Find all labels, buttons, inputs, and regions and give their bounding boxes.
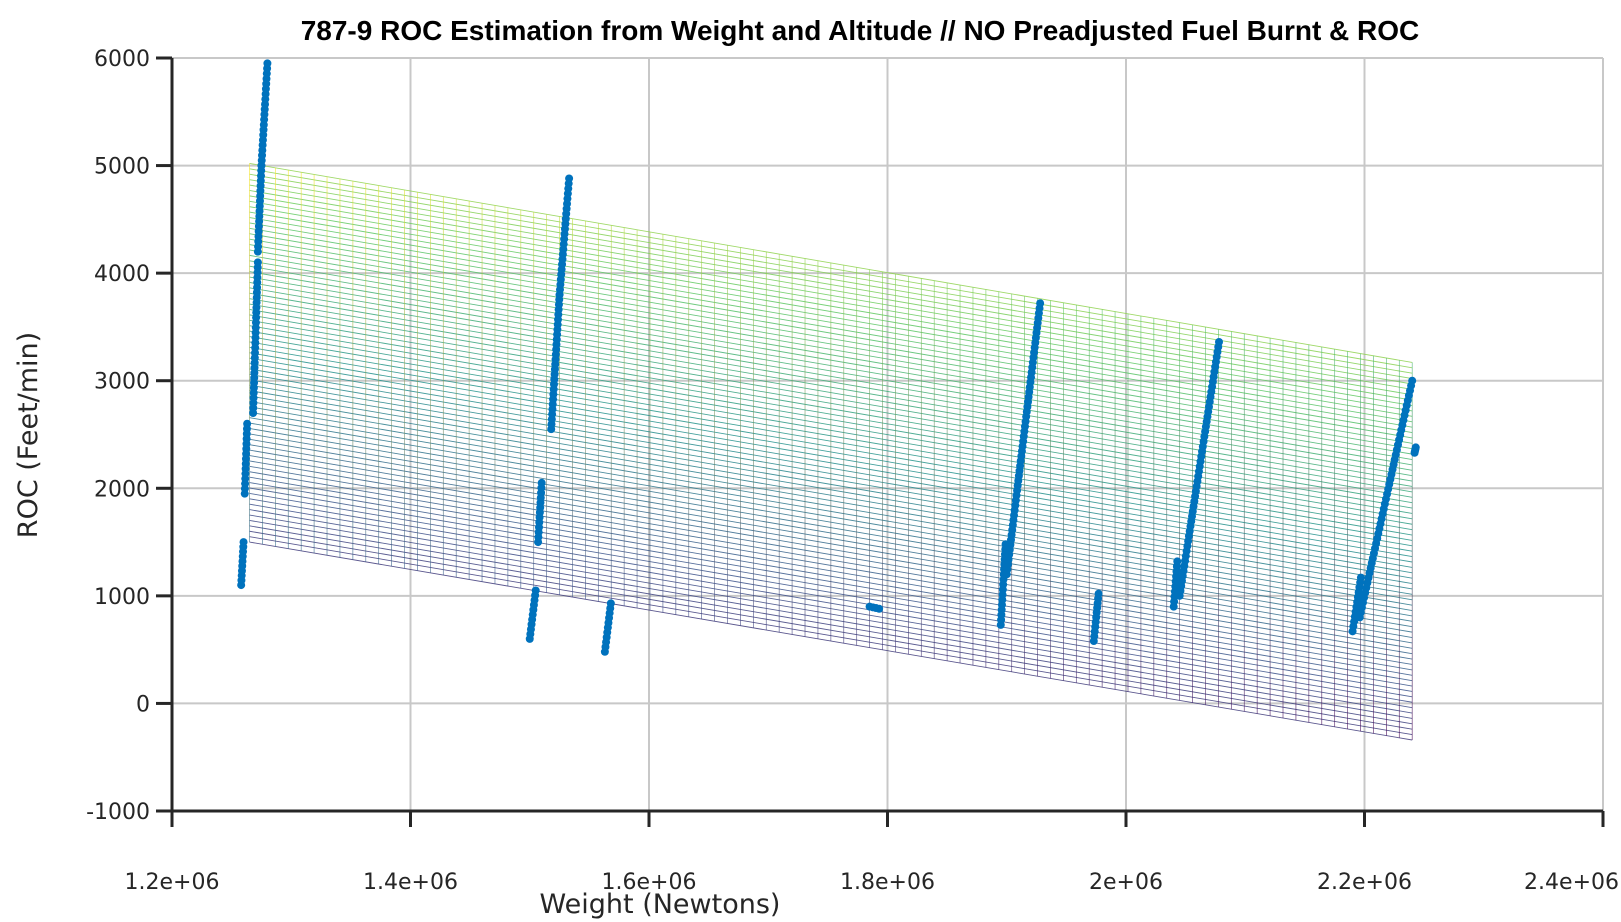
data-point xyxy=(1036,299,1045,308)
data-point xyxy=(1173,557,1182,566)
data-point xyxy=(1094,589,1103,598)
y-tick-label: 5000 xyxy=(94,155,150,180)
data-point xyxy=(537,478,546,487)
y-tick-label: 6000 xyxy=(94,47,150,72)
y-tick-label: 2000 xyxy=(94,477,150,502)
data-point xyxy=(1215,337,1224,346)
data-point xyxy=(531,586,540,595)
x-tick-label: 1.4e+06 xyxy=(363,870,458,895)
x-tick-label: 1.2e+06 xyxy=(125,870,220,895)
x-tick-label: 2e+06 xyxy=(1089,870,1163,895)
y-tick-label: 1000 xyxy=(94,585,150,610)
y-tick-label: -1000 xyxy=(86,800,150,825)
data-point xyxy=(1411,443,1420,452)
data-point xyxy=(565,174,574,183)
data-point xyxy=(606,599,615,608)
data-point xyxy=(253,258,262,267)
axes xyxy=(156,56,1605,827)
data-point xyxy=(1408,376,1417,385)
data-point xyxy=(875,604,884,613)
data-point xyxy=(239,538,248,547)
tick-labels: -1000 0 1000 2000 3000 4000 5000 6000 1.2e+06 1.4… xyxy=(86,47,1619,895)
y-tick-label: 0 xyxy=(136,692,150,717)
data-point xyxy=(243,419,252,428)
x-tick-label: 2.4e+06 xyxy=(1524,870,1619,895)
x-tick-label: 1.8e+06 xyxy=(840,870,935,895)
y-axis-label: ROC (Feet/min) xyxy=(13,332,44,538)
x-tick-label: 2.2e+06 xyxy=(1317,870,1412,895)
data-point xyxy=(263,59,272,68)
x-axis-label: Weight (Newtons) xyxy=(540,889,781,920)
y-tick-label: 4000 xyxy=(94,262,150,287)
x-tick-label: 1.6e+06 xyxy=(602,870,697,895)
data-point xyxy=(1356,573,1365,582)
roc-estimation-surface xyxy=(249,162,1413,741)
observed-roc-points xyxy=(237,59,1420,656)
chart-title: 787-9 ROC Estimation from Weight and Alt… xyxy=(301,15,1420,46)
y-tick-label: 3000 xyxy=(94,370,150,395)
